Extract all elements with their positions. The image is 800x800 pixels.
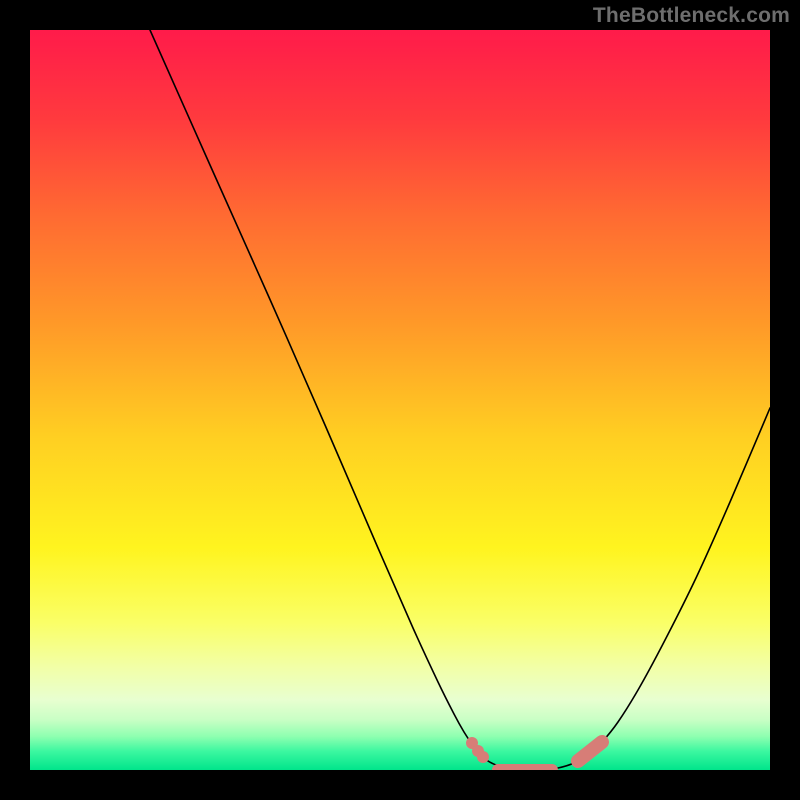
marker-dot (477, 751, 489, 763)
stage: TheBottleneck.com (0, 0, 800, 800)
bottleneck-chart (0, 0, 800, 800)
plot-area (30, 30, 770, 770)
watermark-text: TheBottleneck.com (593, 4, 790, 28)
